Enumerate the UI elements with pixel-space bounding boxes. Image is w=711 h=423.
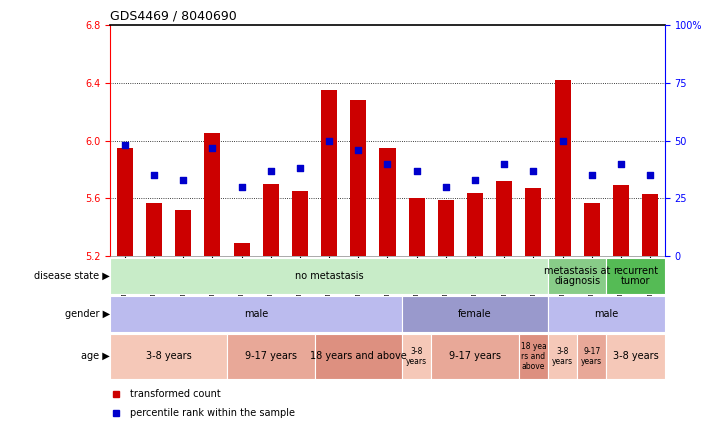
Text: age ▶: age ▶ — [82, 352, 110, 361]
Text: 9-17 years: 9-17 years — [449, 352, 501, 361]
Point — [644, 172, 656, 179]
Point — [469, 176, 481, 183]
Point — [528, 167, 539, 174]
Text: 3-8 years: 3-8 years — [146, 352, 191, 361]
Bar — [110, 296, 402, 332]
Bar — [351, 100, 366, 256]
Bar — [548, 258, 606, 294]
Bar — [175, 210, 191, 256]
Text: GDS4469 / 8040690: GDS4469 / 8040690 — [110, 10, 237, 23]
Point — [178, 176, 189, 183]
Point — [119, 142, 131, 148]
Bar — [584, 203, 600, 256]
Point — [382, 160, 393, 167]
Bar — [496, 181, 513, 256]
Bar — [613, 185, 629, 256]
Bar — [519, 334, 548, 379]
Text: 3-8
years: 3-8 years — [552, 347, 573, 366]
Text: male: male — [244, 309, 268, 319]
Text: 18 years and above: 18 years and above — [310, 352, 407, 361]
Bar — [402, 296, 548, 332]
Bar — [438, 200, 454, 256]
Text: metastasis at
diagnosis: metastasis at diagnosis — [544, 266, 611, 286]
Bar — [606, 258, 665, 294]
Bar — [227, 334, 314, 379]
Point — [324, 137, 335, 144]
Bar — [314, 334, 402, 379]
Point — [498, 160, 510, 167]
Point — [586, 172, 597, 179]
Text: female: female — [459, 309, 492, 319]
Point — [615, 160, 626, 167]
Point — [236, 184, 247, 190]
Bar — [642, 194, 658, 256]
Bar — [233, 243, 250, 256]
Text: male: male — [594, 309, 619, 319]
Bar — [402, 334, 432, 379]
Bar — [467, 192, 483, 256]
Bar — [606, 334, 665, 379]
Bar — [110, 258, 548, 294]
Bar — [555, 80, 571, 256]
Text: 9-17 years: 9-17 years — [245, 352, 296, 361]
Bar — [321, 90, 337, 256]
Text: 3-8
years: 3-8 years — [406, 347, 427, 366]
Text: transformed count: transformed count — [129, 389, 220, 399]
Text: 3-8 years: 3-8 years — [613, 352, 658, 361]
Text: gender ▶: gender ▶ — [65, 309, 110, 319]
Bar — [146, 203, 162, 256]
Text: no metastasis: no metastasis — [295, 271, 363, 281]
Point — [557, 137, 568, 144]
Bar — [548, 334, 577, 379]
Bar — [577, 334, 606, 379]
Bar — [432, 334, 519, 379]
Bar — [204, 133, 220, 256]
Point — [411, 167, 422, 174]
Text: disease state ▶: disease state ▶ — [34, 271, 110, 281]
Bar — [110, 334, 227, 379]
Point — [149, 172, 160, 179]
Text: recurrent
tumor: recurrent tumor — [613, 266, 658, 286]
Bar — [292, 191, 308, 256]
Bar — [117, 148, 133, 256]
Text: 9-17
years: 9-17 years — [582, 347, 602, 366]
Point — [353, 146, 364, 153]
Bar — [380, 148, 395, 256]
Bar — [409, 198, 424, 256]
Point — [440, 184, 451, 190]
Point — [294, 165, 306, 172]
Bar — [263, 184, 279, 256]
Bar — [525, 188, 542, 256]
Text: percentile rank within the sample: percentile rank within the sample — [129, 408, 294, 418]
Text: 18 yea
rs and
above: 18 yea rs and above — [520, 342, 546, 371]
Bar — [548, 296, 665, 332]
Point — [265, 167, 277, 174]
Point — [207, 144, 218, 151]
